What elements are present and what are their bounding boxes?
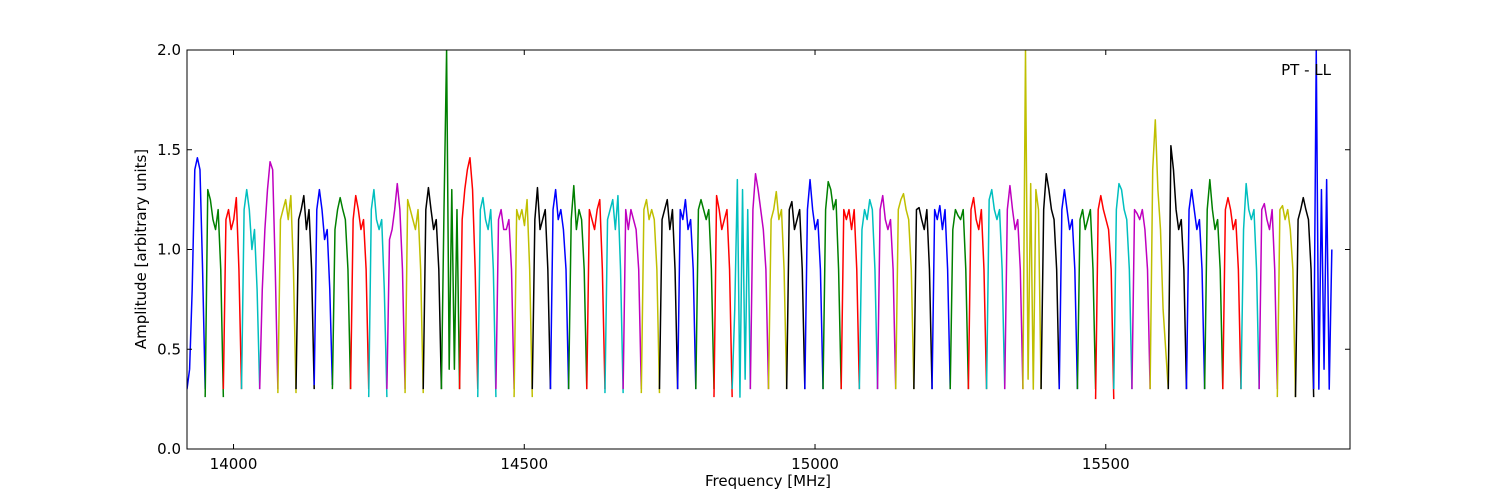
- x-tick-label: 14500: [500, 455, 548, 473]
- y-tick-label: 0.0: [157, 440, 181, 458]
- series-line: [840, 208, 861, 390]
- x-tick-label: 15500: [1082, 455, 1130, 473]
- y-tick-label: 1.5: [157, 141, 181, 159]
- x-tick-label: 15000: [791, 455, 839, 473]
- series-line: [1094, 194, 1115, 400]
- series-line: [1113, 182, 1133, 390]
- annotation-label: PT - LL: [1281, 61, 1332, 79]
- series-line: [349, 194, 370, 390]
- series-line: [440, 50, 461, 390]
- series-line: [1276, 204, 1297, 398]
- series-line: [367, 188, 388, 398]
- series-line: [331, 196, 352, 390]
- series-line: [1240, 182, 1260, 390]
- series-line: [404, 198, 424, 394]
- series-line: [386, 182, 406, 390]
- series-line: [458, 156, 479, 390]
- y-axis-label: Amplitude [arbitrary units]: [132, 149, 150, 349]
- series-line: [640, 198, 661, 394]
- series-line: [586, 198, 606, 390]
- x-tick-label: 14000: [210, 455, 258, 473]
- series-line: [985, 188, 1006, 390]
- series-line: [313, 188, 334, 386]
- series-line: [695, 198, 715, 390]
- series-line: [1131, 208, 1151, 390]
- series-line: [713, 194, 733, 398]
- series-line: [822, 180, 842, 390]
- series-line: [804, 178, 824, 390]
- series-line: [913, 206, 933, 390]
- series-line: [967, 196, 988, 390]
- x-axis-label: Frequency [MHz]: [705, 472, 831, 490]
- series-line: [422, 186, 443, 390]
- series-line: [204, 188, 225, 398]
- series-line: [1003, 184, 1024, 390]
- series-line: [676, 198, 697, 390]
- series-line: [1294, 196, 1315, 398]
- series-line: [1258, 202, 1279, 390]
- series-line: [240, 188, 261, 390]
- series-line: [604, 194, 624, 394]
- series-line: [531, 186, 552, 390]
- series-line: [858, 198, 879, 390]
- series-line: [513, 198, 534, 398]
- series-line: [1076, 208, 1097, 390]
- series-line: [1312, 50, 1333, 390]
- series-line: [222, 196, 243, 390]
- series-line: [1203, 178, 1224, 390]
- series-line: [785, 200, 806, 390]
- series-line: [295, 194, 315, 390]
- y-tick-label: 0.5: [157, 340, 181, 358]
- series-line: [658, 198, 679, 390]
- y-tick-label: 1.0: [157, 241, 181, 259]
- series-line: [495, 208, 515, 390]
- series-line: [1040, 172, 1060, 390]
- series-line: [1149, 119, 1170, 390]
- series-line: [931, 204, 951, 390]
- series-line: [1222, 196, 1242, 390]
- tick-layer: 14000 14500 15000 15500 0.0 0.5 1.0 1.5 2.0: [157, 41, 1350, 473]
- series-line: [949, 208, 970, 390]
- series-line: [1167, 145, 1188, 390]
- series-line: [258, 160, 279, 390]
- series-line: [622, 208, 643, 390]
- series-line: [477, 196, 497, 398]
- series-line: [876, 194, 897, 390]
- series-line: [567, 184, 588, 390]
- series-line: [277, 194, 297, 394]
- series-line: [187, 156, 206, 390]
- series-line: [549, 188, 570, 390]
- y-tick-label: 2.0: [157, 41, 181, 59]
- series-layer: [187, 50, 1333, 400]
- series-line: [1185, 188, 1206, 390]
- series-line: [1022, 50, 1042, 390]
- series-line: [767, 190, 788, 390]
- series-line: [731, 178, 752, 398]
- series-line: [749, 172, 770, 390]
- series-line: [894, 192, 915, 390]
- series-line: [1058, 188, 1079, 390]
